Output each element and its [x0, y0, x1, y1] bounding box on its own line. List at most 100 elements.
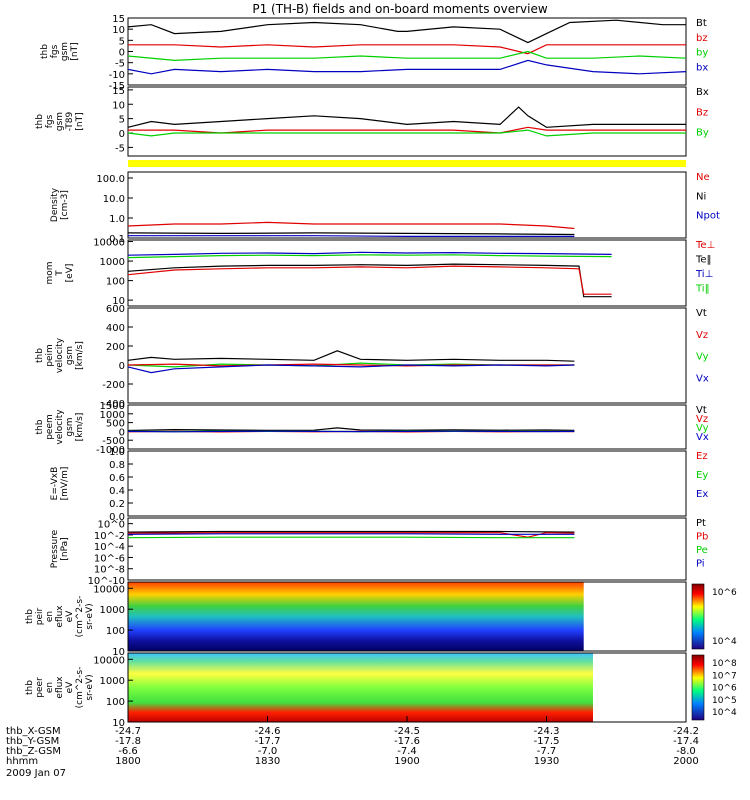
y-ticks: 100.0 10.0 1.0 0.1: [96, 174, 133, 245]
time-axis-value: 1830: [255, 756, 280, 767]
y-tick-label: 1.0: [109, 214, 125, 225]
legend-entry: Vx: [696, 373, 709, 384]
series-line-te⊥: [127, 265, 612, 295]
series-line-pt: [127, 530, 575, 533]
y-axis-label: thb: [35, 419, 45, 434]
y-tick-label: 100.0: [96, 174, 125, 185]
series-line-ni: [127, 232, 575, 236]
y-axis-label: sr-eV): [85, 674, 95, 700]
y-tick-label: 1500: [100, 401, 125, 412]
series-line-bx: [127, 59, 687, 75]
colorbar: [691, 583, 705, 650]
time-axis-row-label: thb_X-GSM: [6, 726, 61, 737]
y-tick-label: -15: [109, 81, 125, 92]
series-line-by: [127, 129, 686, 137]
time-axis-row-label: thb_Y-GSM: [6, 736, 59, 747]
legend-entry: bx: [696, 62, 708, 73]
y-tick-label: 0.2: [109, 499, 125, 510]
y-tick-label: 10^-10: [88, 576, 125, 587]
panel-2: 15 10 5 0 -5 thb fgs gsm -T89 [nT] Bx Bz By: [35, 86, 709, 157]
y-axis-label: peer: [35, 677, 45, 698]
legend-entry: Ni: [696, 191, 706, 202]
panel-5: 600 400 200 0 -200 -400 thb peim velocity gsm [km/…: [35, 304, 709, 410]
y-tick-label: 1000: [100, 410, 125, 421]
y-tick-label: 5: [119, 115, 125, 126]
legend-entry: Pi: [696, 559, 705, 570]
time-axis-value: -17.4: [673, 736, 699, 747]
y-tick-label: 200: [106, 342, 125, 353]
legend-entry: Vt: [696, 405, 707, 416]
time-axis-value: 1800: [115, 756, 140, 767]
y-tick-label: 10: [112, 100, 125, 111]
time-axis-value: -24.7: [115, 726, 141, 737]
legend-entry: Vy: [696, 352, 709, 363]
y-axis-label: [eV]: [65, 264, 75, 283]
legend-entry: Vz: [696, 414, 708, 425]
y-axis-label: gsm: [65, 417, 75, 436]
y-tick-label: 0: [119, 361, 125, 372]
legend-entry: Te⊥: [695, 240, 715, 251]
time-axis-value: -7.7: [537, 746, 557, 757]
legend-entry: Ne: [696, 172, 710, 183]
series-line-ti‖: [127, 254, 612, 259]
time-axis-value: -7.0: [258, 746, 278, 757]
y-axis-label: eflux: [55, 676, 65, 699]
y-axis-label: velocity: [55, 409, 65, 445]
status-bar: [128, 160, 686, 167]
colorbar-tick-label: 10^6: [712, 588, 737, 598]
legend-entry: Ez: [696, 451, 708, 462]
time-axis-value: -24.5: [394, 726, 420, 737]
y-axis-label: [nT]: [70, 42, 80, 60]
y-axis-label: (cm^2-s-: [75, 667, 85, 709]
y-axis-label: fgs: [50, 44, 60, 58]
y-ticks: 15 10 5 0 -5: [112, 86, 133, 154]
y-tick-label: 10000: [93, 584, 125, 595]
y-tick-label: 100: [106, 626, 125, 637]
y-axis-label: gsm: [60, 42, 70, 61]
y-tick-label: 1000: [100, 605, 125, 616]
y-axis-label: [km/s]: [75, 413, 85, 442]
date-label: 2009 Jan 07: [6, 768, 66, 779]
time-axis-value: -24.3: [534, 726, 560, 737]
panel-frame: [127, 239, 687, 307]
y-tick-label: 0.8: [109, 460, 125, 471]
y-tick-label: 10: [112, 647, 125, 658]
legend-entry: Vz: [696, 330, 708, 341]
spectrogram: [128, 653, 593, 722]
y-axis-label: peir: [35, 607, 45, 625]
y-axis-label: fgs: [45, 114, 55, 128]
legend-entry: Bz: [696, 107, 708, 118]
y-tick-label: -1000: [96, 445, 125, 456]
y-tick-label: 0: [119, 48, 125, 59]
panel-frame: [127, 86, 687, 157]
y-tick-label: 600: [106, 304, 125, 315]
panel-frame: [127, 404, 687, 450]
colorbar-tick-label: 10^4: [712, 637, 737, 647]
series-line-vx: [127, 364, 575, 374]
legend-entry: Ti⊥: [695, 269, 713, 280]
series-line-ti⊥: [127, 251, 612, 256]
panel-frame: [127, 581, 687, 652]
panel-10: 10^8 10^7 10^6 10^5 10^4 10000 1000 100 10 thb pee…: [25, 652, 737, 729]
panel-frame: [127, 517, 687, 581]
y-axis-label: mom: [45, 261, 55, 284]
y-axis-label: gsm: [65, 346, 75, 365]
series-line-te‖: [127, 263, 612, 298]
y-axis-label: [nPa]: [60, 537, 70, 560]
y-ticks: 10^010^-210^-410^-610^-810^-10: [88, 520, 133, 587]
time-axis-row-label: thb_Z-GSM: [6, 746, 61, 757]
panel-frame: [127, 307, 687, 404]
legend-entry: Vy: [696, 423, 709, 434]
y-axis-label: thb: [40, 44, 50, 59]
series-line-by: [127, 50, 687, 62]
series-line-vt: [127, 350, 575, 362]
series-line-pi: [127, 533, 575, 535]
time-axis-value: -24.2: [673, 726, 699, 737]
y-tick-label: 1.0: [109, 447, 125, 458]
legend-entry: Vx: [696, 432, 709, 443]
y-axis-label: [nT]: [75, 112, 85, 130]
figure-title: P1 (TH-B) fields and on-board moments ov…: [252, 2, 548, 16]
y-tick-label: -10: [109, 70, 125, 81]
